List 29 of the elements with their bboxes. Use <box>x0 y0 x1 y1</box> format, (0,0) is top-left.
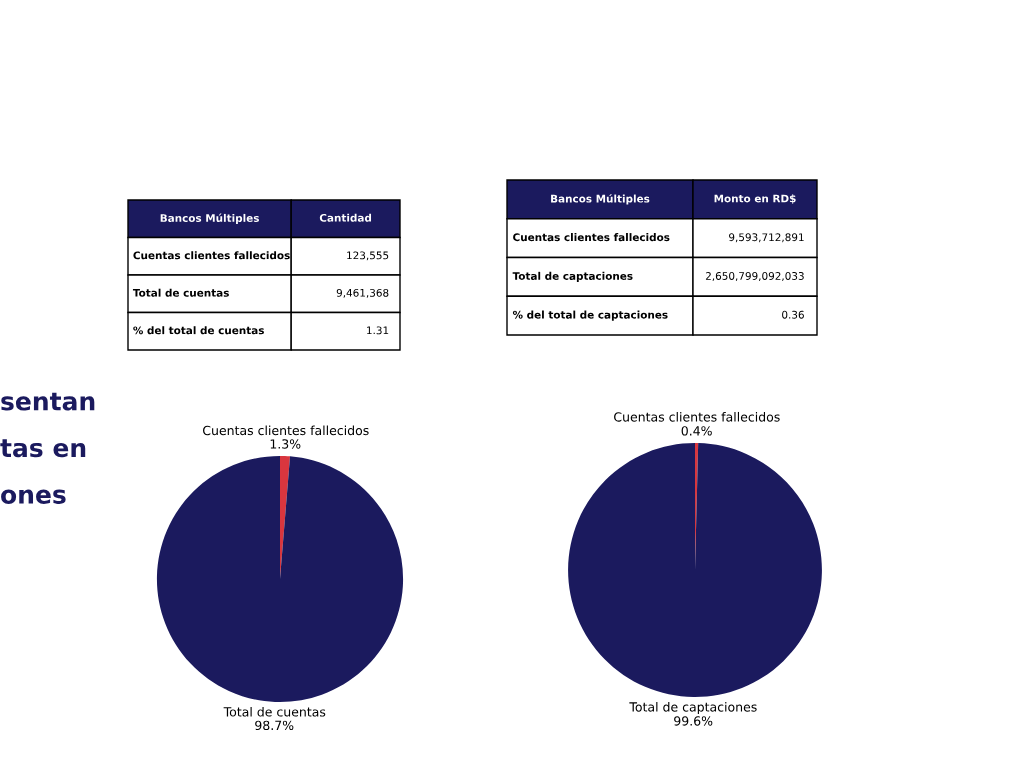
category-label: Bancos Múltiples <box>160 213 259 224</box>
category-label: % del total de cuentas <box>133 326 264 335</box>
text: 123,555 <box>347 251 389 261</box>
text: 2,650,799,092,033 <box>705 272 804 281</box>
data-label: 1.3% <box>270 439 301 449</box>
text: sentan <box>1 392 95 411</box>
text: 0.36 <box>782 310 804 319</box>
text: 1.31 <box>367 326 389 335</box>
pie-slice <box>568 443 822 697</box>
text: ones <box>1 489 66 504</box>
data-label: 99.6% <box>674 716 713 726</box>
category-label: Total de captaciones <box>512 271 633 282</box>
category-label: Bancos Múltiples <box>551 194 650 205</box>
pie-slice <box>156 455 404 703</box>
text: tas en <box>0 439 86 458</box>
data-label: 98.7% <box>255 720 294 731</box>
slice-label: Cuentas clientes fallecidos <box>203 425 369 436</box>
category-label: Total de cuentas <box>132 288 229 297</box>
category-label: Monto en RD$ <box>714 194 796 204</box>
category-label: Cuentas clientes fallecidos <box>513 233 670 242</box>
text: 9,461,368 <box>336 288 389 298</box>
category-label: Cuentas clientes fallecidos <box>133 251 290 260</box>
data-label: 0.4% <box>681 426 712 436</box>
category-label: Cantidad <box>319 213 372 222</box>
text: 9,593,712,891 <box>729 233 804 243</box>
category-label: % del total de captaciones <box>512 310 668 321</box>
slice-label: Total de captaciones <box>629 701 757 715</box>
slice-label: Total de cuentas <box>223 706 326 717</box>
slice-label: Cuentas clientes fallecidos <box>614 411 780 422</box>
